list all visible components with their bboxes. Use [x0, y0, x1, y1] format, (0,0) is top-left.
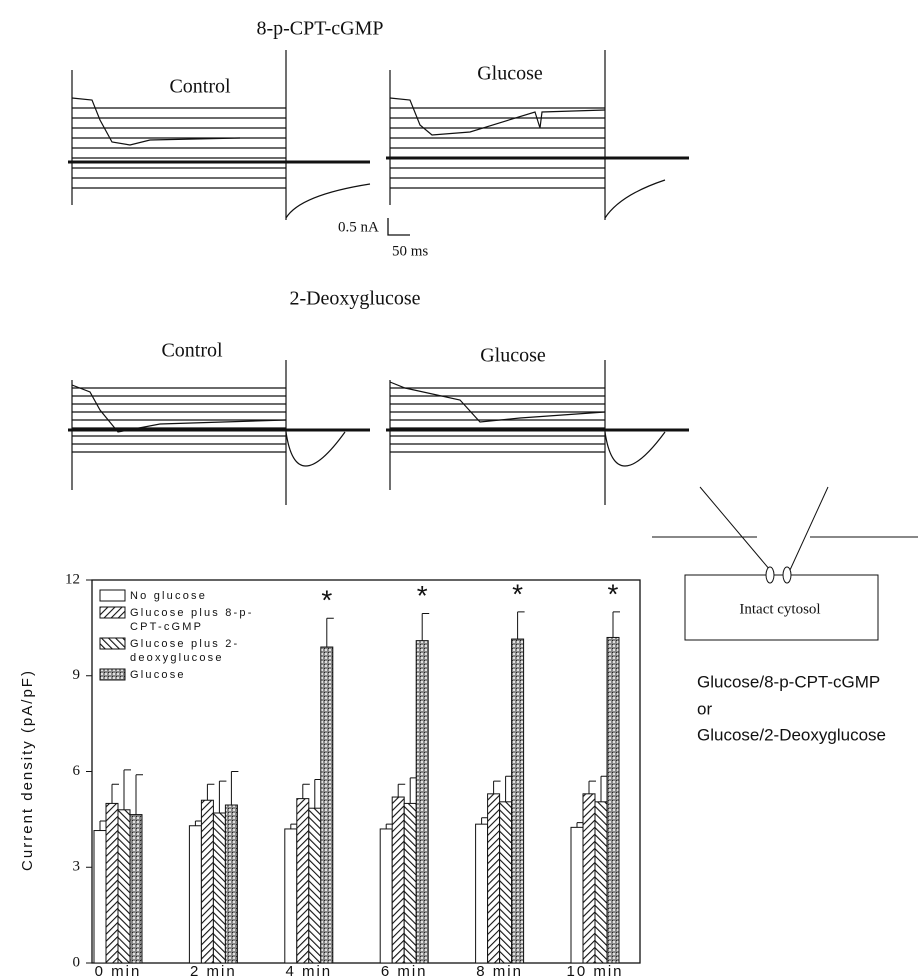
error-bar	[207, 784, 214, 800]
bar	[94, 831, 106, 963]
bar	[404, 803, 416, 963]
bar	[130, 815, 142, 963]
seal	[783, 567, 791, 583]
x-tick-label: 8 min	[476, 963, 523, 979]
figure-canvas: 8-p-CPT-cGMP Control Glucose 0.5 nA 50 m…	[0, 0, 918, 979]
trace-label: Glucose	[480, 345, 546, 367]
bar	[595, 802, 607, 963]
x-tick-label: 4 min	[285, 963, 332, 979]
error-bar	[124, 770, 131, 810]
trace	[286, 184, 370, 218]
error-bar	[136, 775, 143, 815]
legend-swatch	[100, 590, 125, 601]
bar	[106, 803, 118, 963]
bar	[189, 826, 201, 963]
caption: Glucose/8-p-CPT-cGMP	[697, 672, 880, 691]
y-tick-label: 6	[73, 763, 81, 779]
x-tick-label: 6 min	[381, 963, 428, 979]
trace-label: Control	[161, 340, 223, 362]
current-traces	[68, 50, 689, 505]
error-bar	[231, 772, 238, 806]
bar	[488, 794, 500, 963]
significance: *	[321, 585, 332, 616]
legend-swatch	[100, 638, 125, 649]
significance: *	[608, 578, 619, 609]
bar	[225, 805, 237, 963]
y-tick-label: 3	[73, 859, 81, 875]
caption: Glucose/2-Deoxyglucose	[697, 725, 886, 744]
bar	[285, 829, 297, 963]
panel-title: 8-p-CPT-cGMP	[256, 18, 383, 40]
scale-bar	[388, 218, 410, 235]
legend-label: Glucose plus 2-deoxyglucose	[130, 637, 260, 665]
legend-label: Glucose	[130, 668, 260, 682]
caption: or	[697, 699, 712, 718]
scale-label: 50 ms	[392, 243, 428, 259]
legend-swatch	[100, 607, 125, 618]
pipette	[700, 487, 770, 570]
significance: *	[512, 578, 523, 609]
error-bar	[589, 781, 596, 794]
bar	[571, 827, 583, 963]
trace	[605, 432, 665, 466]
y-axis-label: Current density (pA/pF)	[19, 669, 36, 871]
bar	[392, 797, 404, 963]
legend-label: Glucose plus 8-p-CPT-cGMP	[130, 606, 260, 634]
trace	[286, 432, 345, 466]
x-tick-label: 2 min	[190, 963, 237, 979]
bar	[380, 829, 392, 963]
trace-label: Glucose	[477, 63, 543, 85]
error-bar	[422, 614, 429, 641]
error-bar	[303, 784, 310, 798]
bar	[201, 800, 213, 963]
error-bar	[112, 784, 119, 803]
bar	[476, 824, 488, 963]
error-bar	[518, 612, 525, 639]
panel-title: 2-Deoxyglucose	[289, 288, 420, 310]
y-tick-label: 9	[73, 667, 81, 683]
bar	[416, 641, 428, 963]
bar	[512, 639, 524, 963]
x-tick-label: 10 min	[566, 963, 623, 979]
error-bar	[494, 781, 501, 794]
cell-label: Intact cytosol	[739, 601, 820, 617]
seal	[766, 567, 774, 583]
trace	[605, 180, 665, 218]
bar	[309, 808, 321, 963]
bar	[118, 810, 130, 963]
error-bar	[613, 612, 620, 638]
bar	[583, 794, 595, 963]
bar	[500, 802, 512, 963]
error-bar	[327, 618, 334, 647]
bar	[321, 647, 333, 963]
scale-label: 0.5 nA	[338, 219, 379, 235]
pipette	[790, 487, 828, 570]
legend-label: No glucose	[130, 589, 260, 603]
figure: 8-p-CPT-cGMP Control Glucose 0.5 nA 50 m…	[0, 0, 918, 979]
y-tick-label: 0	[73, 954, 81, 970]
trace	[72, 385, 286, 432]
legend-swatch	[100, 669, 125, 680]
significance: *	[417, 580, 428, 611]
error-bar	[398, 784, 405, 797]
trace-label: Control	[169, 76, 231, 98]
y-tick-label: 12	[65, 571, 80, 587]
bar	[297, 799, 309, 963]
x-tick-label: 0 min	[95, 963, 142, 979]
bar	[213, 813, 225, 963]
trace	[390, 98, 605, 135]
bar	[607, 637, 619, 963]
